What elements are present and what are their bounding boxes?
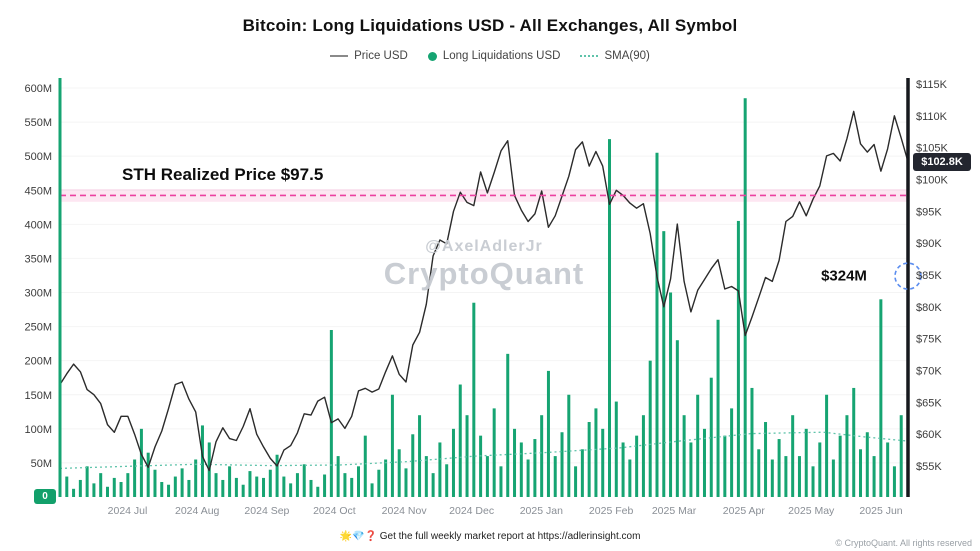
svg-text:2024 Aug: 2024 Aug — [175, 505, 220, 517]
svg-text:$75K: $75K — [916, 334, 942, 346]
sth-annotation-label: STH Realized Price $97.5 — [122, 165, 324, 185]
svg-text:150M: 150M — [24, 390, 52, 402]
svg-text:450M: 450M — [24, 185, 52, 197]
legend-label-price-usd: Price USD — [354, 50, 408, 62]
svg-text:$110K: $110K — [916, 111, 948, 123]
svg-text:550M: 550M — [24, 117, 52, 129]
price-line-swatch-icon — [330, 55, 349, 57]
legend-item-sma90[interactable]: SMA(90) — [580, 50, 650, 62]
long-liquidations-bars — [58, 98, 910, 498]
legend-label-long-liquidations: Long Liquidations USD — [442, 50, 561, 62]
circled-value-label: $324M — [821, 267, 867, 285]
chart-legend: Price USD Long Liquidations USD SMA(90) — [0, 50, 980, 62]
svg-text:2025 Jan: 2025 Jan — [520, 505, 563, 517]
svg-text:100M: 100M — [24, 424, 52, 436]
liquidations-dot-swatch-icon — [427, 51, 437, 61]
report-link-text[interactable]: 🌟💎❓ Get the full weekly market report at… — [339, 531, 641, 542]
svg-text:2025 Apr: 2025 Apr — [723, 505, 766, 517]
svg-text:$90K: $90K — [916, 238, 942, 250]
legend-item-long-liquidations[interactable]: Long Liquidations USD — [427, 50, 561, 62]
chart-title: Bitcoin: Long Liquidations USD - All Exc… — [242, 16, 738, 35]
sma-dotted-swatch-icon — [580, 55, 599, 57]
legend-label-sma90: SMA(90) — [604, 50, 650, 62]
svg-text:$80K: $80K — [916, 302, 942, 314]
price-line — [59, 110, 909, 472]
x-axis-ticks: 2024 Jul 2024 Aug 2024 Sep 2024 Oct 2024 Nov… — [108, 505, 903, 517]
svg-text:2025 Jun: 2025 Jun — [859, 505, 902, 517]
svg-text:2025 Mar: 2025 Mar — [652, 505, 697, 517]
svg-text:2025 Feb: 2025 Feb — [589, 505, 634, 517]
svg-text:$70K: $70K — [916, 366, 942, 378]
svg-text:300M: 300M — [24, 288, 52, 300]
svg-text:$115K: $115K — [916, 79, 948, 91]
svg-text:2024 Nov: 2024 Nov — [382, 505, 428, 517]
svg-text:$105K: $105K — [916, 143, 948, 155]
svg-text:50M: 50M — [31, 458, 52, 470]
svg-text:$60K: $60K — [916, 429, 942, 441]
left-axis-ticks: 50M 100M 150M 200M 250M 300M 350M 400M 450M 500M 5… — [24, 83, 52, 470]
svg-text:200M: 200M — [24, 356, 52, 368]
svg-text:250M: 250M — [24, 322, 52, 334]
svg-text:500M: 500M — [24, 151, 52, 163]
highlight-circle — [894, 262, 922, 290]
svg-text:$65K: $65K — [916, 397, 942, 409]
svg-text:$85K: $85K — [916, 270, 942, 282]
svg-text:$55K: $55K — [916, 461, 942, 473]
svg-text:600M: 600M — [24, 83, 52, 95]
copyright-text: © CryptoQuant. All rights reserved — [835, 538, 972, 548]
right-axis-ticks: $55K $60K $65K $70K $75K $80K $85K $90K $95K $100… — [916, 79, 948, 473]
svg-text:2024 Oct: 2024 Oct — [313, 505, 356, 517]
gridlines — [60, 87, 908, 464]
right-axis-price-badge: $102.8K — [913, 152, 971, 171]
svg-text:$95K: $95K — [916, 206, 942, 218]
axis-lines — [58, 78, 910, 497]
svg-text:$100K: $100K — [916, 175, 948, 187]
svg-text:2025 May: 2025 May — [788, 505, 835, 517]
svg-text:2024 Dec: 2024 Dec — [449, 505, 494, 517]
svg-text:2024 Sep: 2024 Sep — [244, 505, 289, 517]
svg-text:400M: 400M — [24, 219, 52, 231]
svg-text:350M: 350M — [24, 253, 52, 265]
svg-text:2024 Jul: 2024 Jul — [108, 505, 148, 517]
legend-item-price-usd[interactable]: Price USD — [330, 50, 408, 62]
left-axis-value-badge: 0 — [34, 489, 56, 504]
